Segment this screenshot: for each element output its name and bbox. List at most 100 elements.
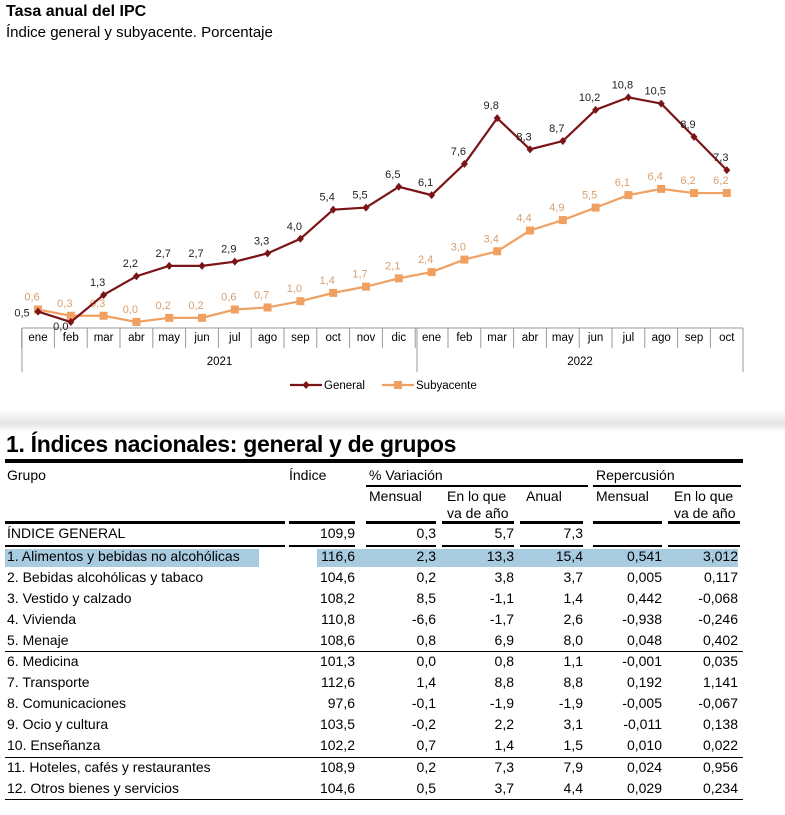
row-value: 5,7 — [494, 525, 514, 541]
subyacente-point — [427, 268, 436, 277]
row-value: 0,048 — [626, 632, 662, 648]
x-tick-label: may — [552, 332, 574, 344]
data-label: 0,2 — [188, 300, 203, 312]
data-label: 6,1 — [418, 177, 433, 189]
repercusion-rule — [593, 485, 741, 487]
row-grupo: 4. Vivienda — [7, 611, 77, 627]
data-label: 1,4 — [320, 275, 335, 287]
data-label: 0,3 — [57, 298, 72, 310]
header-rep-en-lo-que: En lo que — [674, 488, 734, 504]
data-label: 0,7 — [254, 289, 269, 301]
subyacente-point — [296, 297, 305, 306]
row-value: 102,2 — [319, 737, 355, 753]
x-tick-label: ago — [652, 332, 671, 344]
row-value: 1,5 — [563, 737, 583, 753]
subyacente-point — [690, 189, 698, 198]
row-value: -0,005 — [622, 695, 662, 711]
data-label: 3,4 — [484, 233, 499, 245]
row-value: 0,0 — [416, 653, 436, 669]
row-value: 6,9 — [494, 632, 514, 648]
subyacente-point — [66, 311, 75, 320]
header-bottom-rule — [520, 521, 583, 524]
row-value: 0,005 — [626, 569, 662, 585]
data-label: 2,7 — [156, 248, 171, 260]
header-indice: Índice — [289, 467, 327, 483]
row-value: 8,8 — [494, 674, 514, 690]
row-value: 108,2 — [319, 590, 355, 606]
data-label: 6,2 — [713, 175, 728, 187]
row-value: 101,3 — [319, 653, 355, 669]
row-value: 7,9 — [563, 759, 583, 775]
row-value: -1,7 — [489, 611, 514, 627]
row-grupo: 2. Bebidas alcohólicas y tabaco — [7, 569, 204, 585]
general-point — [624, 93, 632, 102]
general-point — [428, 191, 436, 200]
header-bottom-rule — [668, 521, 740, 524]
data-label: 5,4 — [320, 192, 335, 204]
general-point — [231, 257, 239, 266]
row-rule — [5, 545, 285, 547]
row-value: 0,442 — [626, 590, 662, 606]
general-point — [296, 234, 304, 243]
row-value: 4,4 — [563, 780, 583, 796]
row-value: 0,117 — [704, 569, 738, 585]
data-label: 0,6 — [221, 292, 236, 304]
data-label: 10,5 — [644, 86, 665, 98]
data-label: 3,0 — [451, 242, 466, 254]
legend-subyacente-marker — [394, 381, 402, 389]
row-value: 13,3 — [486, 548, 514, 564]
row-value: 7,3 — [494, 759, 514, 775]
x-tick-label: abr — [128, 332, 145, 344]
x-tick-label: jun — [587, 332, 603, 344]
row-value: 112,6 — [321, 674, 355, 690]
x-tick-label: may — [158, 332, 180, 344]
general-point — [34, 307, 42, 316]
row-value: 1,4 — [563, 590, 583, 606]
row-value: 3,7 — [563, 569, 583, 585]
data-label: 10,2 — [579, 92, 600, 104]
x-tick-label: jul — [622, 332, 635, 344]
header-grupo: Grupo — [7, 467, 46, 483]
data-label: 0,2 — [156, 300, 171, 312]
header-en-lo-que: En lo que — [447, 488, 507, 504]
x-tick-label: ene — [422, 332, 441, 344]
row-value: 0,402 — [702, 632, 738, 648]
data-label: 0,0 — [123, 304, 138, 316]
row-value: 8,5 — [416, 590, 436, 606]
row-value: 0,8 — [494, 653, 514, 669]
x-tick-label: oct — [326, 332, 342, 344]
general-point — [362, 203, 370, 212]
general-point — [264, 249, 272, 258]
variacion-rule — [366, 485, 588, 487]
row-value: 0,3 — [416, 525, 436, 541]
data-label: 6,4 — [648, 171, 663, 183]
header-bottom-rule — [593, 521, 662, 524]
highlight-grupo — [5, 549, 259, 567]
row-value: 1,141 — [702, 674, 738, 690]
row-value: 0,5 — [416, 780, 436, 796]
data-label: 6,5 — [385, 169, 400, 181]
ipc-line-chart: ene feb mar abr may jun jul ago sep oct nov dic ene f… — [14, 79, 744, 392]
x-tick-label: mar — [94, 332, 114, 344]
row-value: -0,246 — [698, 611, 738, 627]
data-label: 0,6 — [24, 292, 39, 304]
x-tick-label: abr — [522, 332, 539, 344]
data-label: 8,9 — [680, 119, 695, 131]
row-grupo: 6. Medicina — [7, 653, 79, 669]
subyacente-point — [263, 303, 272, 312]
x-tick-label: oct — [719, 332, 735, 344]
row-value: 109,9 — [319, 525, 355, 541]
x-tick-label: mar — [487, 332, 507, 344]
general-point — [132, 272, 140, 281]
row-value: 0,010 — [626, 737, 662, 753]
header-rep-mensual: Mensual — [596, 488, 649, 504]
row-rule — [442, 545, 514, 547]
row-grupo: ÍNDICE GENERAL — [7, 525, 126, 541]
data-label: 6,1 — [615, 177, 630, 189]
row-grupo: 1. Alimentos y bebidas no alcohólicas — [7, 548, 240, 564]
row-rule — [289, 545, 355, 547]
general-point — [460, 159, 468, 168]
header-rep-va-de-ano: va de año — [674, 505, 736, 521]
row-grupo: 3. Vestido y calzado — [7, 590, 132, 606]
row-value: 2,3 — [416, 548, 436, 564]
